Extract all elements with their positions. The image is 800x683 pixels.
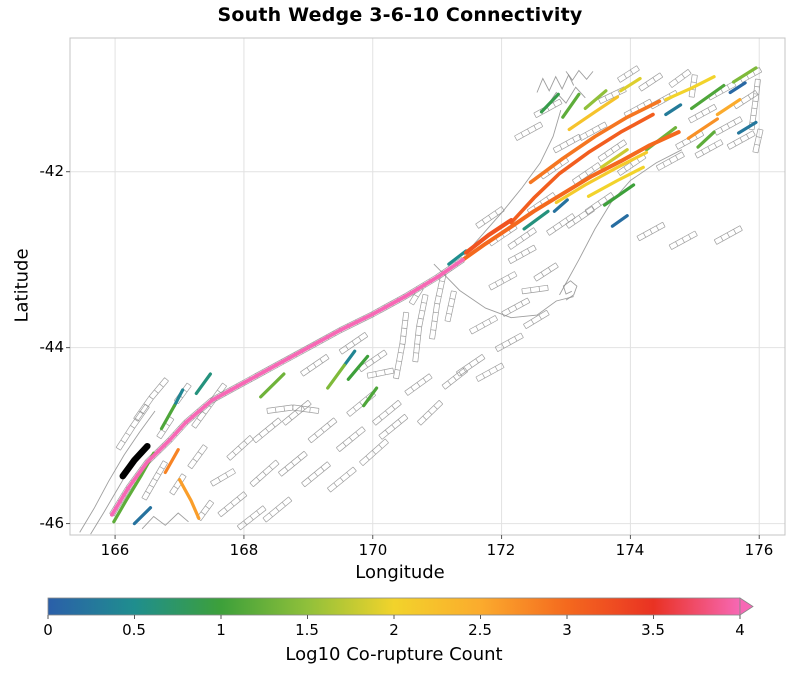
ruptures [110,66,758,526]
x-tick-label: 172 [486,541,516,559]
colorbar-tick-label: 1.5 [295,621,319,639]
x-tick-label: 176 [744,541,774,559]
x-axis-label: Longitude [355,562,445,583]
colorbar-tick-label: 0 [43,621,53,639]
colorbar-tick-label: 2.5 [468,621,492,639]
x-tick-label: 174 [615,541,645,559]
chart-title: South Wedge 3-6-10 Connectivity [217,4,583,26]
fault-network [79,65,764,535]
plot-frame [69,37,786,536]
x-tick-label: 170 [358,541,388,559]
colorbar-tick-label: 1 [216,621,226,639]
y-tick-label: -46 [39,514,65,532]
colorbar-tick-label: 2 [389,621,399,639]
x-tick-label: 166 [100,541,130,559]
colorbar-extend-arrow [739,597,754,616]
x-tick-label: 168 [229,541,259,559]
colorbar-tick-label: 4 [735,621,745,639]
highlight-rupture [119,442,151,480]
axis-ticks [66,171,760,539]
gridlines [70,38,785,535]
colorbar [47,597,754,619]
colorbar-tick-label: 0.5 [122,621,146,639]
colorbar-label: Log10 Co-rupture Count [285,644,503,665]
colorbar-tick-label: 3 [562,621,572,639]
y-axis-label: Latitude [11,248,33,323]
y-tick-label: -44 [39,338,65,356]
y-tick-label: -42 [39,162,65,180]
colorbar-tick-label: 3.5 [641,621,665,639]
